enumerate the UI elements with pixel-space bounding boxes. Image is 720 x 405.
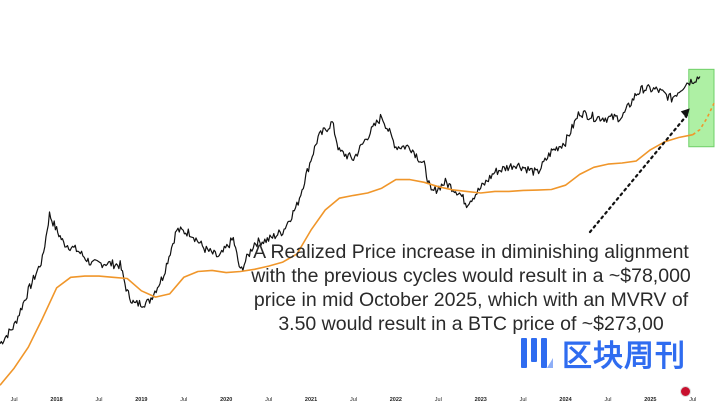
annotation-line-4: 3.50 would result in a BTC price of ~$27… <box>278 313 664 335</box>
brand-logo: 区块周刊 <box>518 334 686 374</box>
x-tick-label: Jul <box>520 397 527 403</box>
annotation-arrow-line <box>588 114 688 234</box>
x-tick-label: Jul <box>265 397 272 403</box>
annotation-line-1: A Realized Price increase in diminishing… <box>253 241 689 263</box>
brand-logo-icon <box>521 338 553 368</box>
x-tick-label: Jul <box>180 397 187 403</box>
x-tick-label: 2025 <box>644 397 656 403</box>
x-tick-label: 2020 <box>220 397 232 403</box>
chart-annotation: A Realized Price increase in diminishing… <box>236 240 706 336</box>
x-tick-label: Jul <box>689 397 696 403</box>
x-tick-label: 2024 <box>559 397 572 403</box>
x-tick-label: Jul <box>435 397 442 403</box>
x-tick-label: Jul <box>11 397 18 403</box>
annotation-line-2: with the previous cycles would result in… <box>251 265 691 287</box>
series-realized-price-projection <box>692 102 715 136</box>
x-tick-label: Jul <box>604 397 611 403</box>
x-tick-label: 2019 <box>135 397 147 403</box>
uk-flag-icon[interactable] <box>680 386 691 397</box>
x-tick-label: 2018 <box>50 397 62 403</box>
x-tick-label: Jul <box>350 397 357 403</box>
series-realized-price <box>0 133 693 386</box>
x-tick-label: Jul <box>95 397 102 403</box>
series-btc-price <box>0 76 701 345</box>
x-tick-label: 2023 <box>475 397 487 403</box>
x-tick-label: 2022 <box>390 397 402 403</box>
brand-logo-text: 区块周刊 <box>562 339 686 374</box>
annotation-arrow-head <box>680 108 690 119</box>
annotation-line-3: price in mid October 2025, which with an… <box>253 289 689 311</box>
x-tick-label: 2021 <box>305 397 317 403</box>
